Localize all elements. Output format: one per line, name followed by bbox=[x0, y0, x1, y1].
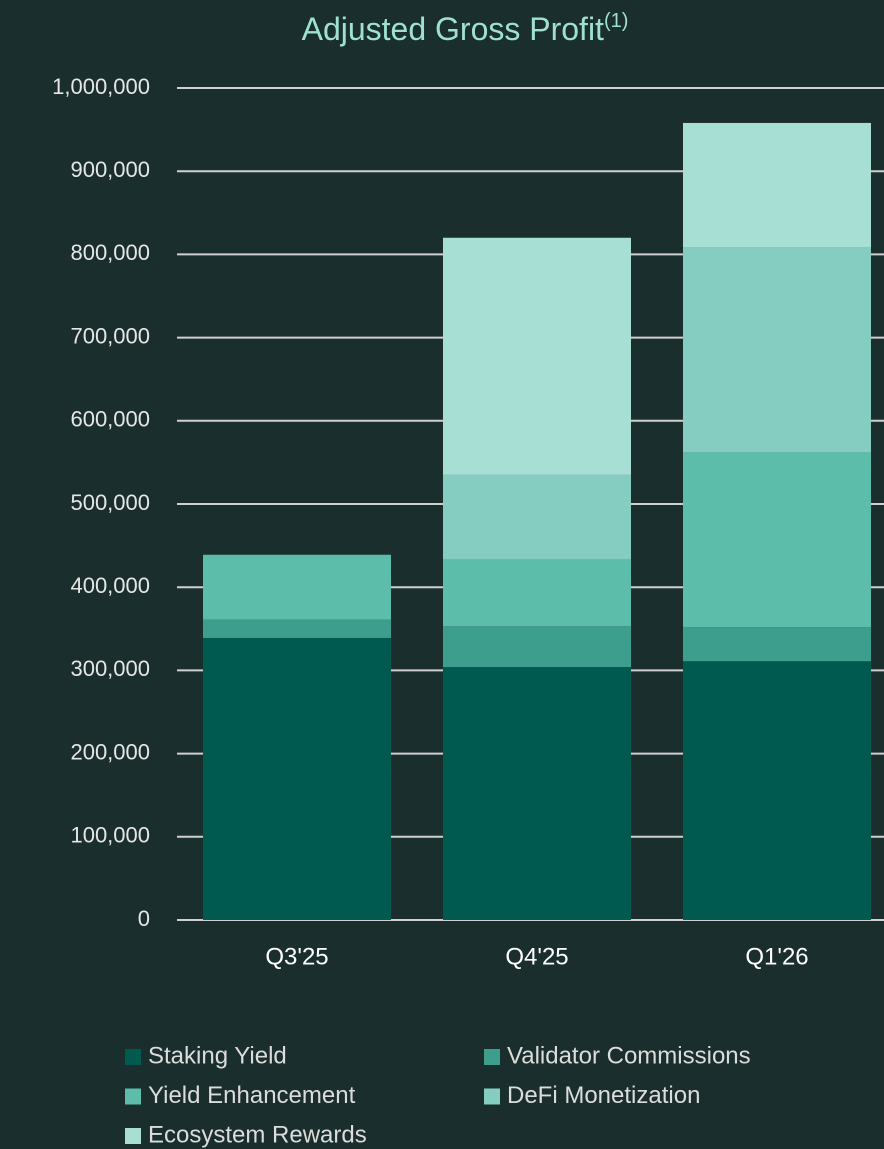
legend-swatch bbox=[125, 1088, 141, 1105]
bar-segment bbox=[683, 452, 871, 628]
legend-swatch bbox=[484, 1049, 500, 1065]
legend-swatch bbox=[125, 1128, 141, 1144]
y-tick-label: 100,000 bbox=[70, 823, 150, 848]
chart-title: Adjusted Gross Profit(1) bbox=[302, 10, 629, 47]
legend-swatch bbox=[125, 1049, 141, 1065]
legend-label: Staking Yield bbox=[148, 1042, 287, 1069]
bar-segment bbox=[443, 474, 631, 560]
x-tick-label: Q1'26 bbox=[745, 943, 808, 970]
bar-segment bbox=[203, 637, 391, 920]
y-tick-label: 300,000 bbox=[70, 656, 150, 681]
title-text: Adjusted Gross Profit bbox=[302, 11, 604, 47]
bar-segment bbox=[443, 667, 631, 920]
bar-segment bbox=[203, 619, 391, 638]
bar-segment bbox=[443, 559, 631, 627]
bar-segment bbox=[683, 247, 871, 453]
legend-label: Validator Commissions bbox=[507, 1042, 751, 1069]
bar-segment bbox=[683, 661, 871, 920]
y-tick-label: 600,000 bbox=[70, 407, 150, 432]
x-tick-label: Q4'25 bbox=[505, 943, 568, 970]
legend-label: Yield Enhancement bbox=[148, 1082, 356, 1109]
bar-segment bbox=[443, 626, 631, 668]
y-tick-label: 0 bbox=[138, 906, 150, 931]
legend-swatch bbox=[484, 1088, 500, 1105]
y-tick-label: 400,000 bbox=[70, 573, 150, 598]
y-tick-label: 500,000 bbox=[70, 490, 150, 515]
bar-segment bbox=[683, 627, 871, 662]
bar-segment bbox=[683, 122, 871, 248]
y-tick-label: 1,000,000 bbox=[52, 74, 150, 99]
title-note: (1) bbox=[604, 10, 628, 32]
y-tick-label: 700,000 bbox=[70, 323, 150, 348]
x-tick-label: Q3'25 bbox=[265, 943, 328, 970]
bar-segment bbox=[443, 237, 631, 475]
bar-segment bbox=[203, 554, 391, 620]
legend-label: DeFi Monetization bbox=[507, 1082, 700, 1109]
y-tick-label: 200,000 bbox=[70, 739, 150, 764]
y-tick-label: 900,000 bbox=[70, 157, 150, 182]
y-tick-label: 800,000 bbox=[70, 240, 150, 265]
legend-label: Ecosystem Rewards bbox=[148, 1121, 367, 1148]
